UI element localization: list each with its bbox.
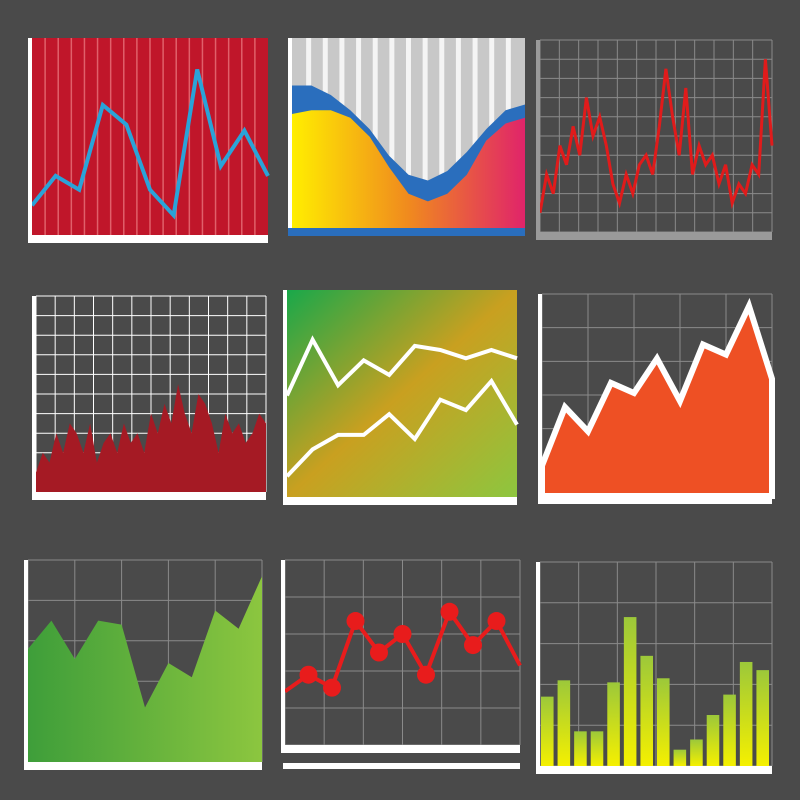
line [285, 377, 519, 478]
line [285, 335, 518, 397]
area [28, 576, 262, 762]
chart-panel [28, 38, 270, 243]
bar [590, 731, 604, 766]
bar [623, 617, 637, 766]
bar [607, 682, 620, 766]
bar [657, 678, 670, 766]
frame-left [283, 290, 287, 505]
line [30, 69, 270, 220]
line [538, 59, 774, 214]
marker [323, 678, 341, 697]
chart-panel [288, 38, 525, 236]
marker [370, 643, 388, 662]
frame-left [28, 38, 32, 243]
bar [557, 680, 571, 766]
frame-bottom [281, 745, 520, 753]
frame-bottom [283, 497, 517, 505]
frame-left [536, 562, 540, 774]
area [539, 297, 775, 499]
bar [541, 696, 554, 766]
chart-panel [536, 561, 773, 774]
chart-panel [24, 559, 263, 770]
area [292, 110, 525, 228]
chart-panel [32, 295, 267, 500]
marker [487, 612, 506, 631]
chart-panel [538, 293, 775, 504]
bar [739, 661, 753, 766]
chart-panel [283, 290, 519, 505]
frame-left [281, 560, 285, 753]
marker [417, 665, 435, 684]
chart-panel [536, 39, 774, 240]
area [36, 384, 266, 492]
frame-bottom [536, 232, 772, 240]
frame-left [538, 294, 542, 504]
frame-bottom [288, 228, 525, 236]
frame-base [283, 763, 520, 769]
frame-bottom [32, 492, 266, 500]
bar [756, 670, 769, 766]
marker [346, 612, 365, 631]
bar [574, 731, 587, 766]
chart-panel [281, 559, 522, 769]
frame-left [536, 40, 540, 240]
bar [690, 739, 703, 766]
frame-left [32, 296, 36, 500]
bar [673, 749, 687, 766]
frame-left [288, 38, 292, 236]
bar [706, 715, 720, 766]
bar [723, 694, 736, 766]
marker [440, 602, 459, 621]
marker [464, 636, 482, 655]
marker [299, 665, 318, 684]
frame-bottom [28, 235, 268, 243]
frame-left [24, 560, 28, 770]
frame-bottom [536, 766, 772, 774]
frame-bottom [538, 496, 772, 504]
frame-bottom [24, 762, 262, 770]
marker [393, 625, 412, 643]
bar [640, 655, 653, 766]
